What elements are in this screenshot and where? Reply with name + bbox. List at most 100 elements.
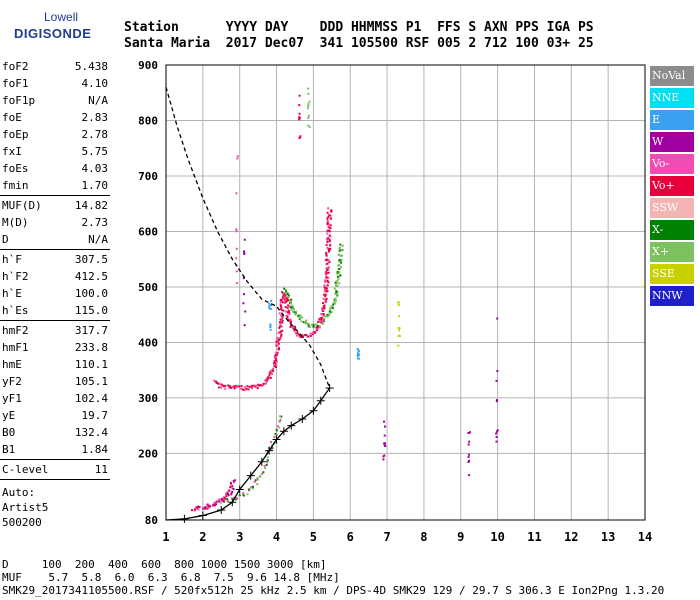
- trace-echo-dot: [228, 489, 231, 492]
- y-tick-label: 700: [138, 170, 158, 183]
- trace-echo-dot: [273, 360, 276, 363]
- trace-echo-dot: [275, 433, 278, 436]
- trace-echo-dot: [226, 500, 229, 503]
- trace-echo-dot: [268, 372, 271, 375]
- noise-echo-dot: [268, 302, 271, 305]
- noise-echo-dot: [468, 459, 471, 462]
- trace-echo-dot: [323, 305, 326, 308]
- trace-echo-dot: [289, 318, 292, 321]
- trace-echo-dot: [322, 314, 325, 317]
- trace-echo-dot: [321, 307, 324, 310]
- footer-muf-row: MUF 5.7 5.8 6.0 6.3 6.8 7.5 9.6 14.8 [MH…: [2, 571, 340, 584]
- trace-echo-dot: [319, 317, 322, 320]
- trace-echo-dot: [277, 348, 280, 351]
- trace-echo-dot: [324, 295, 327, 298]
- trace-echo-dot: [278, 420, 281, 423]
- noise-echo-dot: [467, 456, 470, 459]
- trace-echo-dot: [290, 320, 293, 323]
- trace-echo-dot: [276, 340, 279, 343]
- trace-echo-dot: [293, 329, 296, 332]
- noise-echo-dot: [398, 329, 401, 332]
- trace-echo-dot: [326, 240, 329, 243]
- trace-echo-dot: [337, 277, 340, 280]
- legend-item-nnw: NNW: [650, 286, 694, 306]
- x-tick-label: 11: [527, 530, 541, 544]
- trace-echo-dot: [251, 487, 254, 490]
- trace-echo-dot: [314, 331, 317, 334]
- trace-echo-dot: [279, 322, 282, 325]
- param-row: h`Es 115.0: [0, 302, 112, 319]
- edp-error-bar: [217, 506, 226, 515]
- trace-echo-dot: [330, 306, 333, 309]
- trace-echo-dot: [254, 384, 257, 387]
- trace-echo-dot: [254, 385, 257, 388]
- trace-echo-dot: [208, 506, 211, 509]
- trace-echo-dot: [334, 292, 337, 295]
- param-divider: [0, 459, 110, 460]
- trace-echo-dot: [214, 504, 217, 507]
- trace-echo-dot: [232, 496, 235, 499]
- noise-echo-dot: [270, 299, 273, 302]
- edp-error-bar: [198, 511, 207, 520]
- trace-echo-dot: [333, 287, 336, 290]
- trace-echo-dot: [330, 305, 333, 308]
- trace-echo-dot: [220, 383, 223, 386]
- trace-echo-dot: [318, 318, 321, 321]
- trace-echo-dot: [330, 209, 333, 212]
- trace-echo-dot: [327, 223, 330, 226]
- trace-echo-dot: [317, 320, 320, 323]
- trace-echo-dot: [213, 379, 216, 382]
- trace-echo-dot: [319, 319, 322, 322]
- trace-echo-dot: [224, 387, 227, 390]
- trace-echo-dot: [276, 344, 279, 347]
- noise-echo-dot: [468, 474, 471, 477]
- trace-echo-dot: [305, 322, 308, 325]
- noise-echo-dot: [307, 124, 310, 127]
- trace-echo-dot: [280, 335, 283, 338]
- noise-echo-dot: [236, 282, 239, 285]
- noise-echo-dot: [496, 399, 499, 402]
- trace-echo-dot: [267, 377, 270, 380]
- param-value: 317.7: [74, 324, 108, 337]
- trace-echo-dot: [280, 299, 283, 302]
- noise-echo-dot: [269, 308, 272, 311]
- trace-echo-dot: [231, 485, 234, 488]
- trace-echo-dot: [222, 498, 225, 501]
- param-value: 307.5: [74, 253, 108, 266]
- trace-echo-dot: [334, 302, 337, 305]
- trace-echo-dot: [289, 326, 292, 329]
- trace-echo-dot: [304, 333, 307, 336]
- trace-echo-dot: [323, 304, 326, 307]
- trace-echo-dot: [225, 495, 228, 498]
- trace-echo-dot: [309, 334, 312, 337]
- trace-echo-dot: [326, 221, 329, 224]
- edp-error-bar: [325, 383, 334, 392]
- trace-echo-dot: [283, 293, 286, 296]
- trace-echo-dot: [274, 354, 277, 357]
- legend-item-vo: Vo-: [650, 154, 694, 174]
- trace-echo-dot: [279, 415, 282, 418]
- trace-echo-dot: [275, 340, 278, 343]
- param-row: foF2 5.438: [0, 58, 112, 75]
- trace-echo-dot: [335, 291, 338, 294]
- param-row: hmF1 233.8: [0, 339, 112, 356]
- param-row: D N/A: [0, 231, 112, 248]
- param-divider: [0, 195, 110, 196]
- trace-echo-dot: [250, 385, 253, 388]
- noise-echo-dot: [269, 326, 272, 329]
- trace-echo-dot: [230, 387, 233, 390]
- trace-echo-dot: [232, 479, 235, 482]
- trace-echo-dot: [271, 447, 274, 450]
- noise-echo-dot: [307, 117, 310, 120]
- autoscaling-info: Artist5: [2, 501, 49, 514]
- trace-echo-dot: [315, 329, 318, 332]
- trace-echo-dot: [326, 229, 329, 232]
- trace-echo-dot: [254, 479, 257, 482]
- trace-echo-dot: [257, 384, 260, 387]
- trace-echo-dot: [215, 500, 218, 503]
- trace-echo-dot: [231, 385, 234, 388]
- trace-echo-dot: [328, 214, 331, 217]
- noise-echo-dot: [397, 344, 400, 347]
- param-row: B1 1.84: [0, 441, 112, 458]
- noise-echo-dot: [356, 348, 359, 351]
